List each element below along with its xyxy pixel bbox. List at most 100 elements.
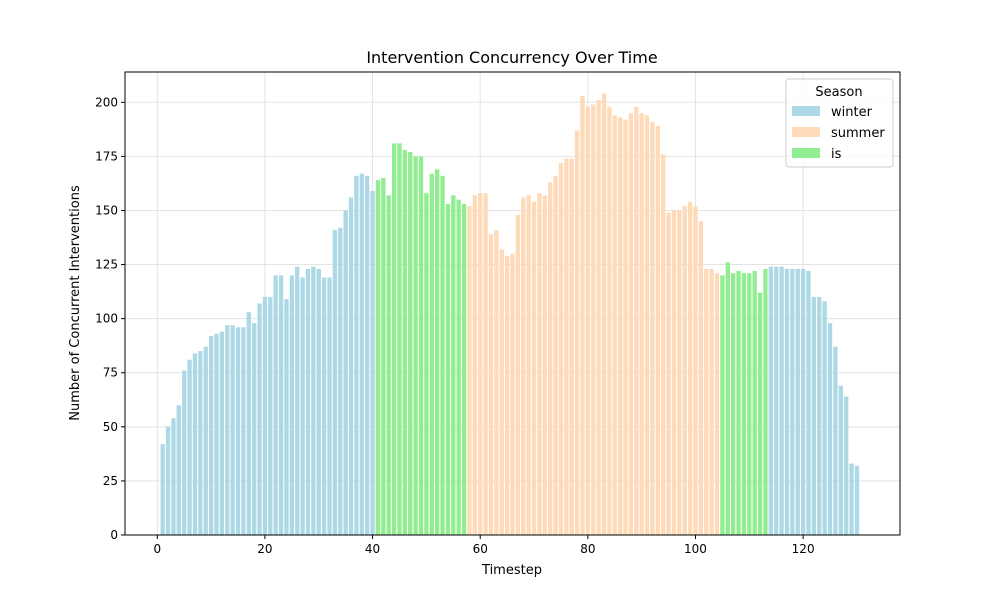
bar-summer xyxy=(612,115,617,535)
legend-swatch-summer xyxy=(792,127,820,137)
bar-winter xyxy=(332,229,338,535)
bar-summer xyxy=(698,221,704,536)
bar-winter xyxy=(779,266,784,535)
bar-winter xyxy=(795,268,800,535)
bar-is xyxy=(725,262,730,535)
bar-winter xyxy=(284,299,289,535)
bar-winter xyxy=(230,325,235,535)
bar-winter xyxy=(827,322,833,535)
bar-summer xyxy=(526,195,531,535)
bar-summer xyxy=(564,158,569,535)
bar-summer xyxy=(478,193,483,535)
bar-summer xyxy=(639,113,644,535)
bar-summer xyxy=(499,249,504,536)
bar-winter xyxy=(849,463,854,535)
bar-winter xyxy=(208,335,214,535)
bar-is xyxy=(752,271,757,535)
legend-label-winter: winter xyxy=(831,105,873,120)
bar-summer xyxy=(558,162,564,536)
bar-summer xyxy=(693,206,698,535)
bar-winter xyxy=(257,303,262,535)
bar-winter xyxy=(192,353,198,535)
bar-winter xyxy=(246,312,251,535)
x-tick-label: 0 xyxy=(153,542,161,556)
bar-winter xyxy=(327,277,332,535)
bar-is xyxy=(757,292,763,535)
bar-winter xyxy=(365,175,370,535)
bar-summer xyxy=(661,154,666,535)
bar-winter xyxy=(214,333,219,535)
bar-summer xyxy=(574,130,580,535)
y-tick-label: 25 xyxy=(103,474,118,488)
bar-summer xyxy=(569,158,574,535)
bar-is xyxy=(461,203,467,536)
y-tick-label: 50 xyxy=(103,420,118,434)
bar-summer xyxy=(623,119,628,535)
bar-summer xyxy=(655,126,660,536)
bar-summer xyxy=(553,175,558,535)
bar-summer xyxy=(494,229,499,535)
y-tick-label: 0 xyxy=(110,528,118,542)
bar-is xyxy=(424,193,429,535)
bar-winter xyxy=(187,359,192,535)
bar-is xyxy=(445,203,451,536)
bar-winter xyxy=(203,346,208,535)
bar-winter xyxy=(321,277,327,535)
bar-summer xyxy=(607,106,612,535)
bar-summer xyxy=(580,95,585,535)
bar-summer xyxy=(628,113,634,535)
bar-winter xyxy=(817,297,822,535)
bar-winter xyxy=(311,266,316,535)
bar-is xyxy=(386,195,391,535)
legend-label-summer: summer xyxy=(831,126,885,141)
bar-winter xyxy=(262,297,268,535)
bar-winter xyxy=(273,275,278,535)
bar-is xyxy=(429,173,434,535)
bar-winter xyxy=(295,266,300,535)
y-tick-label: 175 xyxy=(95,149,118,163)
bar-is xyxy=(763,268,768,535)
bar-is xyxy=(381,178,386,535)
bar-summer xyxy=(704,268,709,535)
bar-winter xyxy=(343,210,348,535)
y-tick-label: 75 xyxy=(103,366,118,380)
bar-winter xyxy=(338,227,343,535)
legend-box xyxy=(785,78,894,168)
ticks: 0 25 50 75 100 125 150 175 200 0 20 40 60 80 100 120 xyxy=(95,95,814,556)
bar-is xyxy=(375,180,381,536)
y-tick-label: 100 xyxy=(95,312,118,326)
plot-frame xyxy=(124,71,901,536)
bar-winter xyxy=(171,418,176,535)
bar-summer xyxy=(515,214,521,536)
y-tick-label: 150 xyxy=(95,203,118,217)
bar-summer xyxy=(666,212,671,535)
bar-winter xyxy=(359,173,364,535)
bar-is xyxy=(741,273,747,535)
bar-winter xyxy=(300,277,305,535)
bar-winter xyxy=(165,426,171,535)
legend-label-is: is xyxy=(831,147,842,162)
legend: Season winter summer is xyxy=(785,78,894,168)
bar-summer xyxy=(504,255,510,536)
x-tick-label: 100 xyxy=(684,542,707,556)
bar-is xyxy=(731,273,736,535)
bar-summer xyxy=(650,121,655,535)
bar-summer xyxy=(687,201,693,535)
bar-winter xyxy=(219,331,225,535)
bar-summer xyxy=(709,268,714,535)
bar-winter xyxy=(305,268,311,535)
bar-summer xyxy=(644,115,650,535)
legend-swatch-is xyxy=(792,148,820,158)
bar-winter xyxy=(833,346,838,535)
bar-winter xyxy=(800,268,806,535)
bar-winter xyxy=(844,396,849,535)
bar-winter xyxy=(182,370,187,535)
bar-is xyxy=(440,175,445,535)
bar-winter xyxy=(811,297,817,535)
bar-winter xyxy=(806,271,811,535)
bar-summer xyxy=(537,193,542,535)
y-tick-label: 200 xyxy=(95,95,118,109)
bar-winter xyxy=(354,175,359,535)
